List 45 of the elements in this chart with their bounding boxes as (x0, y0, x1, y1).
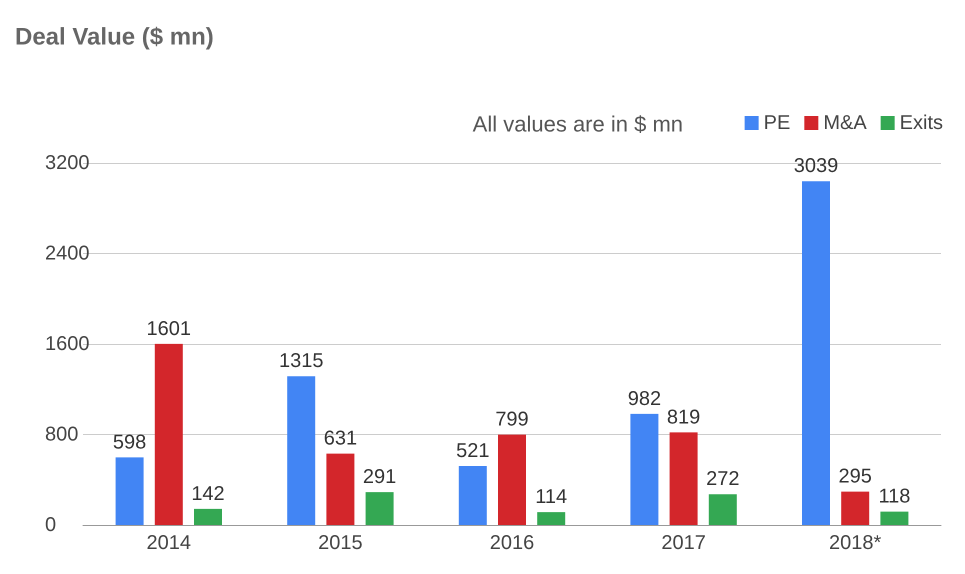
chart-title: Deal Value ($ mn) (15, 24, 214, 50)
x-tick-label: 2015 (318, 532, 363, 554)
bar (537, 512, 566, 525)
bar (154, 344, 183, 525)
legend-label: Exits (900, 112, 944, 134)
bar (880, 512, 908, 525)
bar (708, 494, 737, 525)
bar (194, 508, 222, 525)
legend-label: M&A (823, 112, 868, 134)
legend-label: PE (764, 112, 790, 134)
data-label: 631 (324, 428, 358, 450)
bar (366, 492, 394, 525)
y-tick-label: 2400 (45, 242, 90, 264)
data-label: 142 (191, 482, 225, 505)
data-label: 295 (838, 466, 872, 488)
x-tick-label: 2017 (661, 532, 706, 554)
bar (670, 432, 698, 525)
y-tick-label: 3200 (45, 152, 90, 174)
data-label: 819 (666, 406, 700, 428)
data-label: 1601 (146, 318, 192, 340)
data-label: 118 (878, 486, 910, 508)
bar (802, 181, 830, 525)
y-tick-label: 1600 (45, 333, 90, 355)
data-label: 521 (456, 440, 490, 462)
bar (458, 466, 487, 525)
bar (630, 414, 658, 525)
data-label: 1315 (278, 350, 324, 372)
data-label: 114 (535, 486, 568, 508)
x-tick-label: 2016 (490, 532, 534, 554)
y-tick-label: 800 (45, 424, 78, 446)
data-label: 982 (628, 388, 662, 410)
x-tick-label: 2014 (146, 532, 192, 554)
text: All values are in $ mn (472, 112, 684, 136)
data-label: 598 (112, 431, 146, 454)
bar (841, 492, 870, 525)
bar (116, 457, 144, 525)
bar (287, 376, 316, 525)
y-tick-label: 0 (45, 514, 56, 536)
data-label: 799 (495, 408, 529, 431)
bar (326, 454, 354, 525)
bar (498, 434, 526, 525)
data-label: 291 (362, 466, 396, 488)
x-tick-label: 2018* (829, 532, 882, 554)
data-label: 3039 (794, 155, 838, 178)
data-label: 272 (706, 468, 740, 490)
